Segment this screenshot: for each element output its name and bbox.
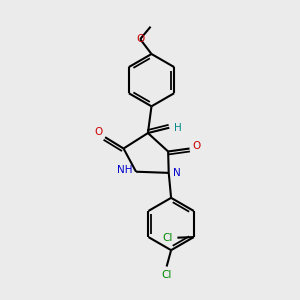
Text: Cl: Cl [163, 233, 173, 243]
Text: O: O [94, 127, 103, 137]
Text: H: H [174, 123, 182, 133]
Text: N: N [173, 168, 181, 178]
Text: O: O [193, 141, 201, 151]
Text: NH: NH [117, 165, 133, 175]
Text: Cl: Cl [161, 270, 172, 280]
Text: O: O [136, 34, 144, 44]
